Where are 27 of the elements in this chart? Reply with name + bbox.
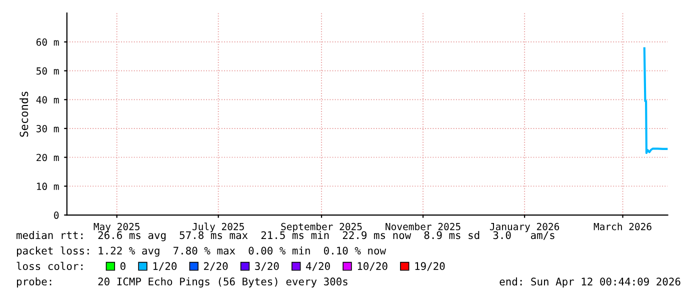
y-tick-label: 30 m [36,124,59,132]
x-tick-label: January 2026 [490,222,560,232]
legend-label: 4/20 [306,262,330,271]
y-tick-label: 60 m [36,38,59,46]
y-tick-label: 0 [54,212,59,219]
y-tick-label: 10 m [37,182,59,190]
text: probe: 20 ICMP Echo Pings (56 Bytes) every 300s [17,277,348,288]
text: end: Sun Apr 12 00:44:09 2026 [500,277,680,288]
y-tick-label: 40 m [36,96,59,104]
x-tick-label: March 2026 [594,222,652,230]
x-tick-label: September 2025 [281,222,362,232]
y-tick-label: 20 m [36,154,59,162]
y-tick-label: 50 m [36,67,59,75]
legend-label: 3/20 [255,262,279,271]
legend-label: 19/20 [415,262,445,271]
text: packet loss: 1.22 % avg 7.80 % max 0.00 % min 0.10 % now [17,246,386,257]
legend-label: 0 [120,262,126,270]
text: loss color: [16,262,83,270]
legend-label: 10/20 [358,262,388,271]
text: median rtt: 26.6 ms avg 57.8 ms max 21.5 ms min 22.9 ms now 8.9 ms sd 3.0 am/s [16,231,554,242]
line-series [643,47,668,154]
legend-label: 2/20 [204,262,228,271]
y-axis-title: Seconds [20,92,28,137]
x-tick-label: November 2025 [386,222,460,230]
x-tick-label: July 2025 [192,222,244,232]
x-tick-label: May 2025 [94,222,140,232]
legend-label: 1/20 [153,262,177,271]
